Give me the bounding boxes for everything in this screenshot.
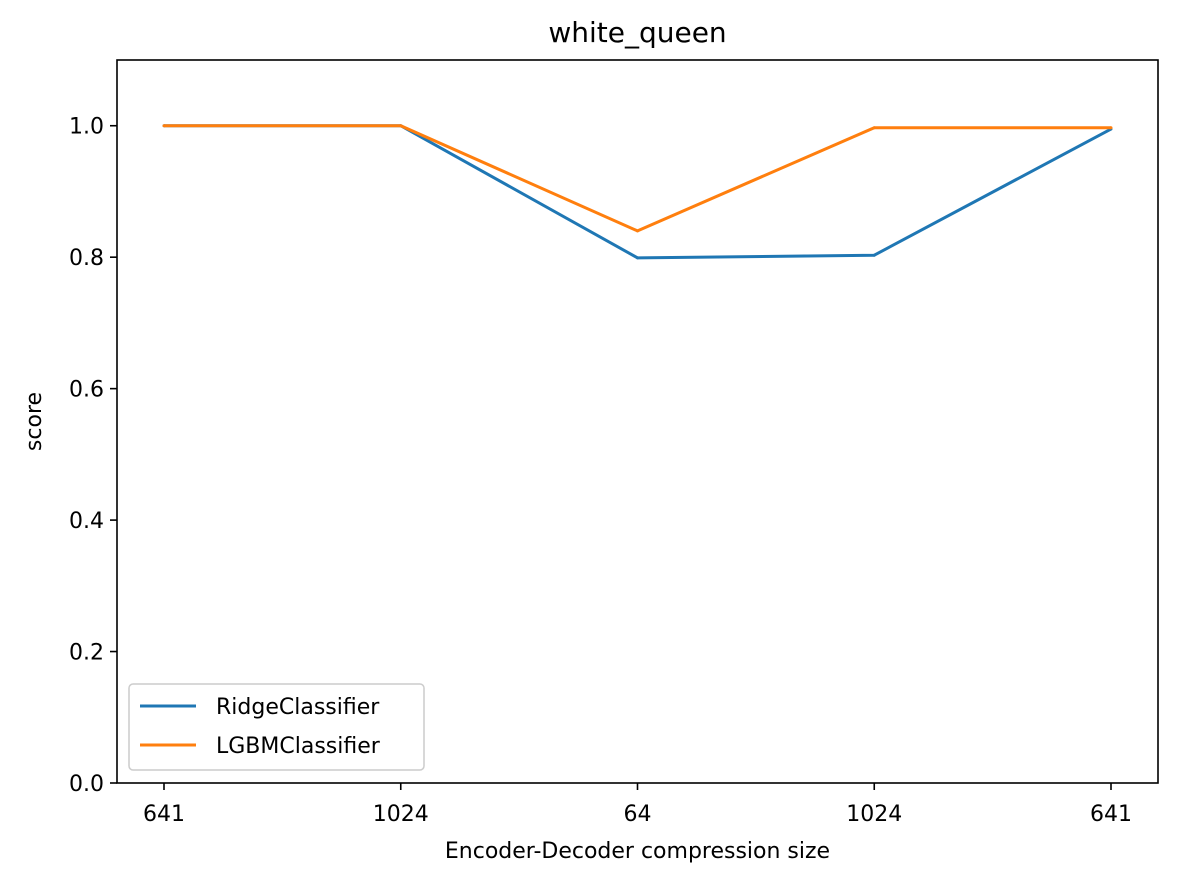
- x-tick-label: 641: [143, 802, 185, 827]
- chart-title: white_queen: [548, 16, 726, 49]
- data-point: [1109, 126, 1113, 130]
- plot-area: [117, 60, 1158, 783]
- x-tick-label: 1024: [846, 802, 902, 827]
- data-point: [399, 124, 403, 128]
- y-axis: 0.0 0.2 0.4 0.6 0.8 1.0: [69, 115, 117, 797]
- data-point: [636, 229, 639, 233]
- data-point: [636, 256, 639, 260]
- data-point: [162, 124, 166, 128]
- data-point: [872, 253, 876, 257]
- legend: RidgeClassifier LGBMClassifier: [128, 683, 425, 771]
- y-tick-label: 0.4: [69, 509, 104, 534]
- legend-label: RidgeClassifier: [216, 695, 380, 720]
- legend-label: LGBMClassifier: [216, 734, 381, 759]
- y-tick-label: 0.8: [69, 246, 104, 271]
- x-axis-label: Encoder-Decoder compression size: [445, 839, 830, 864]
- x-tick-label: 641: [1090, 802, 1132, 827]
- data-point: [872, 126, 876, 130]
- y-axis-label: score: [22, 392, 47, 451]
- y-tick-label: 0.0: [69, 772, 104, 797]
- y-tick-label: 1.0: [69, 115, 104, 140]
- y-tick-label: 0.6: [69, 378, 104, 403]
- x-tick-label: 1024: [373, 802, 429, 827]
- y-tick-label: 0.2: [69, 641, 104, 666]
- series-layer: [162, 124, 1113, 260]
- x-axis: 641 1024 64 1024 641: [143, 783, 1132, 827]
- legend-box: [128, 683, 425, 771]
- x-tick-label: 64: [624, 802, 652, 827]
